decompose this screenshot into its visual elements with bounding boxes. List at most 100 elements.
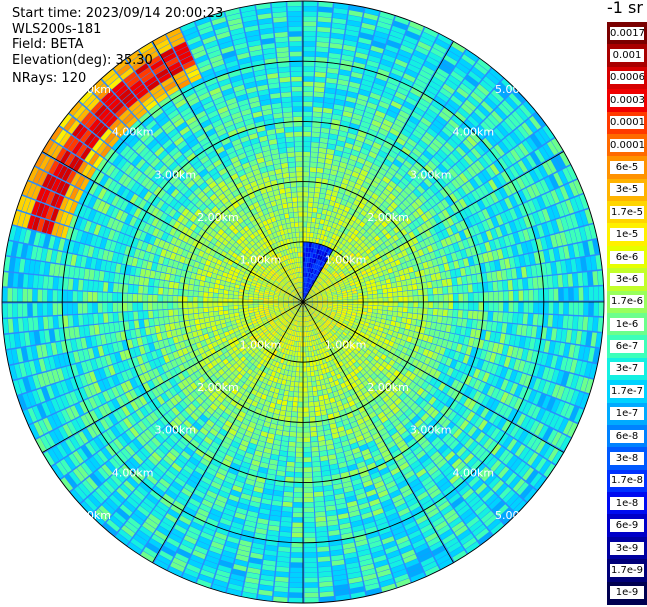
- radar-gate-cell: [390, 100, 402, 110]
- radar-gate-cell: [379, 180, 388, 188]
- radar-gate-cell: [480, 101, 494, 113]
- radar-gate-cell: [303, 222, 307, 227]
- radar-gate-cell: [304, 507, 314, 513]
- radar-gate-cell: [373, 298, 378, 302]
- radar-gate-cell: [281, 440, 289, 447]
- radar-gate-cell: [326, 280, 331, 285]
- radar-gate-cell: [408, 253, 415, 261]
- radar-gate-cell: [320, 405, 326, 411]
- radar-gate-cell: [533, 289, 539, 301]
- radar-gate-cell: [408, 115, 420, 125]
- radar-gate-cell: [333, 245, 338, 252]
- radar-gate-cell: [383, 86, 396, 96]
- radar-gate-cell: [506, 246, 514, 258]
- radar-gate-cell: [303, 412, 309, 417]
- radar-gate-cell: [303, 237, 307, 242]
- radar-gate-cell: [412, 290, 418, 296]
- radar-gate-cell: [299, 382, 303, 387]
- radar-gate-cell: [417, 41, 432, 51]
- radar-gate-cell: [482, 153, 493, 166]
- radar-gate-cell: [409, 21, 424, 31]
- radar-gate-cell: [411, 54, 425, 65]
- radar-gate-cell: [522, 140, 534, 154]
- radar-gate-cell: [400, 190, 409, 199]
- radar-gate-cell: [410, 165, 420, 175]
- radar-gate-cell: [311, 242, 316, 248]
- radar-gate-cell: [413, 162, 423, 171]
- radar-gate-cell: [417, 171, 427, 181]
- radar-gate-cell: [567, 315, 574, 329]
- radar-gate-cell: [327, 62, 340, 69]
- radar-gate-cell: [303, 432, 311, 437]
- radar-gate-cell: [457, 187, 467, 198]
- radar-gate-cell: [332, 13, 347, 20]
- radar-gate-cell: [478, 302, 484, 311]
- radar-gate-cell: [462, 195, 472, 206]
- radar-gate-cell: [448, 261, 455, 270]
- radar-gate-cell: [323, 235, 328, 241]
- radar-gate-cell: [317, 203, 324, 209]
- radar-gate-cell: [327, 281, 332, 286]
- radar-gate-cell: [508, 291, 514, 301]
- radar-gate-cell: [432, 308, 438, 316]
- radar-gate-cell: [292, 512, 303, 518]
- radar-gate-cell: [323, 269, 328, 275]
- radar-gate-cell: [441, 126, 453, 138]
- radar-gate-cell: [317, 295, 322, 298]
- radar-gate-cell: [288, 391, 294, 397]
- radar-gate-cell: [447, 182, 457, 193]
- radar-gate-cell: [316, 526, 328, 532]
- radar-gate-cell: [303, 16, 317, 22]
- radar-gate-cell: [419, 269, 426, 277]
- radar-gate-cell: [485, 166, 496, 179]
- radar-gate-cell: [387, 77, 400, 87]
- radar-gate-cell: [342, 259, 348, 265]
- radar-gate-cell: [404, 233, 411, 242]
- radar-gate-cell: [376, 196, 385, 205]
- radar-gate-cell: [414, 198, 423, 207]
- radar-gate-cell: [445, 79, 458, 91]
- radar-gate-cell: [382, 119, 393, 128]
- radar-gate-cell: [314, 192, 320, 198]
- radar-gate-cell: [310, 279, 313, 284]
- radar-gate-cell: [407, 204, 416, 213]
- radar-gate-cell: [455, 211, 464, 222]
- radar-gate-cell: [308, 283, 311, 289]
- radar-gate-cell: [403, 160, 413, 169]
- radar-gate-cell: [303, 447, 311, 453]
- radar-gate-cell: [375, 172, 385, 180]
- radar-gate-cell: [315, 56, 328, 63]
- radar-gate-cell: [368, 197, 376, 205]
- radar-gate-cell: [349, 175, 358, 183]
- radar-gate-cell: [318, 286, 323, 291]
- radar-gate-cell: [575, 212, 584, 227]
- radar-gate-cell: [402, 291, 408, 297]
- radar-gate-cell: [311, 441, 319, 447]
- radar-gate-cell: [399, 211, 408, 220]
- radar-gate-cell: [536, 224, 545, 238]
- radar-gate-cell: [311, 451, 320, 457]
- radar-gate-cell: [467, 284, 473, 293]
- radar-gate-cell: [447, 75, 461, 87]
- radar-gate-cell: [315, 511, 326, 517]
- radar-gate-cell: [388, 237, 395, 245]
- ppi-cells: [2, 1, 604, 603]
- radar-gate-cell: [369, 278, 376, 284]
- radar-gate-cell: [332, 186, 340, 193]
- radar-gate-cell: [555, 187, 565, 202]
- radar-gate-cell: [332, 114, 342, 121]
- radar-gate-cell: [541, 223, 550, 236]
- radar-gate-cell: [382, 293, 388, 298]
- radar-gate-cell: [391, 25, 406, 35]
- radar-gate-cell: [473, 302, 479, 311]
- radar-gate-cell: [304, 502, 314, 508]
- radar-gate-cell: [306, 232, 310, 238]
- radar-gate-cell: [428, 295, 433, 302]
- radar-gate-cell: [292, 406, 298, 412]
- radar-gate-cell: [403, 124, 414, 134]
- radar-gate-cell: [303, 442, 311, 448]
- radar-gate-cell: [311, 376, 316, 382]
- radar-gate-cell: [477, 311, 483, 320]
- radar-gate-cell: [395, 276, 401, 282]
- radar-gate-cell: [334, 235, 341, 241]
